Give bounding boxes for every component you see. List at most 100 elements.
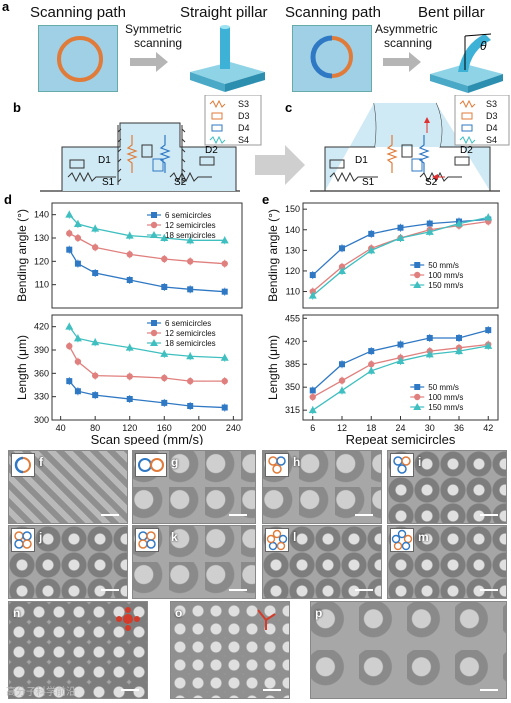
legend-label: 18 semicircles (165, 339, 216, 348)
data-point (220, 353, 229, 361)
data-point (92, 392, 99, 399)
data-point (74, 358, 82, 365)
sem-image-k: k (132, 525, 256, 599)
data-point (186, 236, 195, 244)
legend-label: 100 mm/s (428, 271, 463, 280)
x-tick-label: 36 (454, 423, 464, 433)
y-junction-icon (257, 609, 276, 630)
sem-label-h: h (293, 455, 301, 469)
transition-arrow-icon (255, 145, 305, 185)
data-point (73, 334, 82, 342)
data-point (186, 377, 194, 385)
scan-inset-icon (135, 453, 167, 477)
y-tick-label: 130 (285, 245, 300, 255)
legend-label: 150 mm/s (428, 281, 463, 290)
sem-label-g: g (171, 455, 179, 469)
data-point (426, 334, 433, 341)
data-point (186, 258, 194, 265)
data-point (161, 374, 168, 382)
data-point (338, 377, 346, 384)
panel-label-e: e (262, 192, 270, 207)
symmetric-label-1: Symmetric (125, 22, 182, 36)
data-point (160, 349, 169, 357)
y-tick-label: 420 (34, 322, 49, 332)
scan-inset-icon (11, 453, 35, 477)
data-point (309, 272, 316, 279)
b-legend-d3: D3 (238, 111, 250, 121)
data-point (456, 334, 462, 341)
data-point (161, 284, 168, 290)
data-point (339, 245, 345, 252)
data-point (91, 338, 100, 346)
data-point (308, 406, 317, 414)
legend-marker (150, 231, 158, 238)
plot-frame (51, 202, 243, 309)
x-tick-label: 30 (425, 423, 435, 433)
data-point (65, 210, 74, 218)
scale-bar (101, 589, 119, 591)
sem-image-o: o (170, 601, 290, 699)
half-circle-path-icon (310, 35, 353, 79)
data-point (221, 260, 228, 267)
watermark: 高分子科学前沿 (6, 687, 76, 698)
scale-bar (355, 514, 373, 516)
c-d1: D1 (355, 155, 368, 166)
legend-marker (414, 384, 421, 390)
plot-frame (302, 202, 499, 309)
y-tick-label: 390 (34, 345, 49, 355)
b-d2: D2 (205, 145, 218, 156)
right-result-title: Bent pillar (418, 4, 485, 21)
sem-image-h: h (262, 450, 382, 524)
bent-pillar-illustration: θ (430, 33, 503, 93)
sem-image-f: f (8, 450, 128, 524)
y-tick-label: 130 (34, 233, 49, 243)
legend-marker (414, 271, 421, 279)
sem-image-g: g (132, 450, 256, 524)
data-point (91, 224, 100, 232)
x-axis-label: Scan speed (mm/s) (91, 432, 204, 445)
y-tick-label: 315 (285, 405, 300, 415)
data-point (126, 373, 133, 380)
y-axis-label: Length (μm) (15, 335, 29, 400)
x-axis-label: Repeat semicircles (346, 432, 456, 445)
legend-label: 18 semicircles (165, 231, 216, 240)
symmetric-scan-path (38, 25, 118, 92)
data-point (221, 404, 228, 411)
chart-scan-speed: 110 120 130 140 Bending angle (°) 6 semicircl… (15, 202, 243, 445)
sem-image-p: p (310, 601, 507, 699)
scale-bar (263, 689, 281, 691)
scale-bar (229, 589, 247, 591)
x-tick-label: 240 (226, 423, 241, 433)
sem-label-p: p (315, 606, 323, 620)
scan-inset-icon (390, 453, 414, 477)
legend-label: 50 mm/s (428, 383, 459, 392)
y-tick-label: 120 (34, 256, 49, 266)
data-point (396, 234, 405, 241)
data-point (396, 356, 405, 364)
data-point (368, 361, 375, 368)
legend-marker (150, 339, 158, 346)
y-tick-label: 350 (285, 382, 300, 392)
panel-label-d: d (4, 192, 12, 207)
data-point (368, 230, 375, 237)
right-scan-title: Scanning path (285, 4, 381, 21)
data-point (66, 230, 73, 237)
y-tick-label: 140 (34, 210, 49, 220)
b-legend-s3: S3 (238, 99, 249, 109)
legend-marker (151, 212, 157, 218)
data-point (309, 288, 316, 295)
panel-a: Scanning path Straight pillar Scanning p… (0, 0, 511, 100)
data-point (338, 386, 346, 394)
theta-label: θ (480, 39, 487, 53)
data-point (126, 251, 133, 258)
panel-c-legend: S3 D3 D4 S4 (454, 95, 510, 146)
data-point (126, 277, 133, 283)
arrow-right-icon-2 (383, 52, 421, 72)
sem-image-l: l (262, 525, 382, 599)
scan-inset-icon (11, 528, 35, 552)
panel-b-model: D1 S1 D2 S2 (40, 122, 240, 192)
data-point (220, 236, 229, 244)
data-point (186, 352, 195, 360)
y-axis-label: Bending angle (°) (266, 209, 280, 302)
data-point (66, 378, 73, 385)
